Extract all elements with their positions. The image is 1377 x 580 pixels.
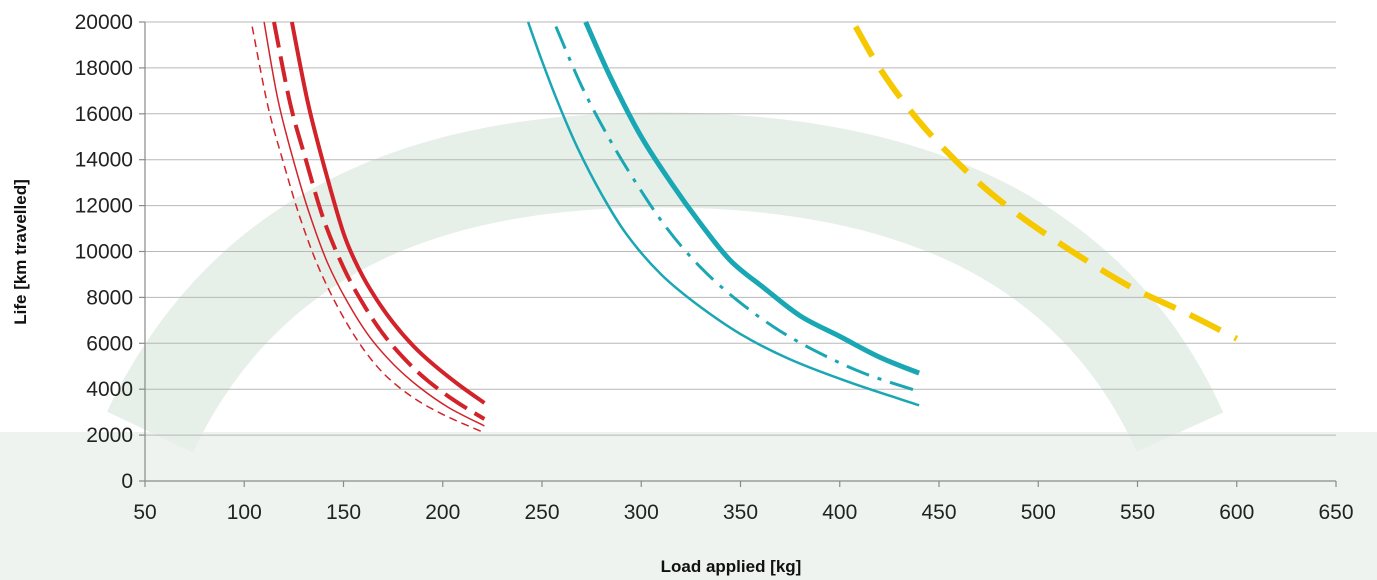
x-tick-label-600: 600 <box>1219 501 1254 524</box>
x-tick-label-250: 250 <box>524 501 559 524</box>
y-tick-label-20000: 20000 <box>75 11 133 34</box>
x-tick-label-650: 650 <box>1318 501 1353 524</box>
y-tick-label-6000: 6000 <box>86 332 133 355</box>
x-tick-label-550: 550 <box>1120 501 1155 524</box>
data-series <box>251 20 1239 434</box>
y-axis-title: Life [km travelled] <box>11 179 30 325</box>
tick-labels: 50 100 150 200 250 300 350 400 450 500 550 600 650 0 2… <box>75 11 1354 524</box>
series-line-5 <box>583 20 921 376</box>
y-tick-label-18000: 18000 <box>75 57 133 80</box>
y-tick-label-12000: 12000 <box>75 195 133 218</box>
x-tick-label-400: 400 <box>822 501 857 524</box>
x-tick-label-100: 100 <box>227 501 262 524</box>
series-line-1 <box>289 21 486 405</box>
y-tick-label-10000: 10000 <box>75 241 133 264</box>
series-line-2 <box>272 21 486 421</box>
series-line-8 <box>853 25 1239 342</box>
x-axis-title: Load applied [kg] <box>661 557 802 576</box>
x-tick-label-200: 200 <box>425 501 460 524</box>
y-tick-label-2000: 2000 <box>86 424 133 447</box>
x-tick-label-50: 50 <box>133 501 156 524</box>
y-tick-label-14000: 14000 <box>75 149 133 172</box>
series-line-4 <box>251 26 485 434</box>
x-tick-label-350: 350 <box>723 501 758 524</box>
y-tick-label-16000: 16000 <box>75 103 133 126</box>
series-line-7 <box>526 21 920 407</box>
x-tick-label-500: 500 <box>1021 501 1056 524</box>
background-band <box>0 432 1377 580</box>
x-tick-label-300: 300 <box>624 501 659 524</box>
y-tick-label-4000: 4000 <box>86 378 133 401</box>
y-tick-label-8000: 8000 <box>86 286 133 309</box>
series-line-6 <box>554 26 920 393</box>
axes <box>139 21 1337 487</box>
x-tick-label-150: 150 <box>326 501 361 524</box>
series-line-3 <box>263 21 485 427</box>
y-tick-label-0: 0 <box>121 470 133 493</box>
x-tick-label-450: 450 <box>921 501 956 524</box>
horizontal-gridlines <box>145 21 1336 436</box>
background-watermark <box>0 112 1377 580</box>
